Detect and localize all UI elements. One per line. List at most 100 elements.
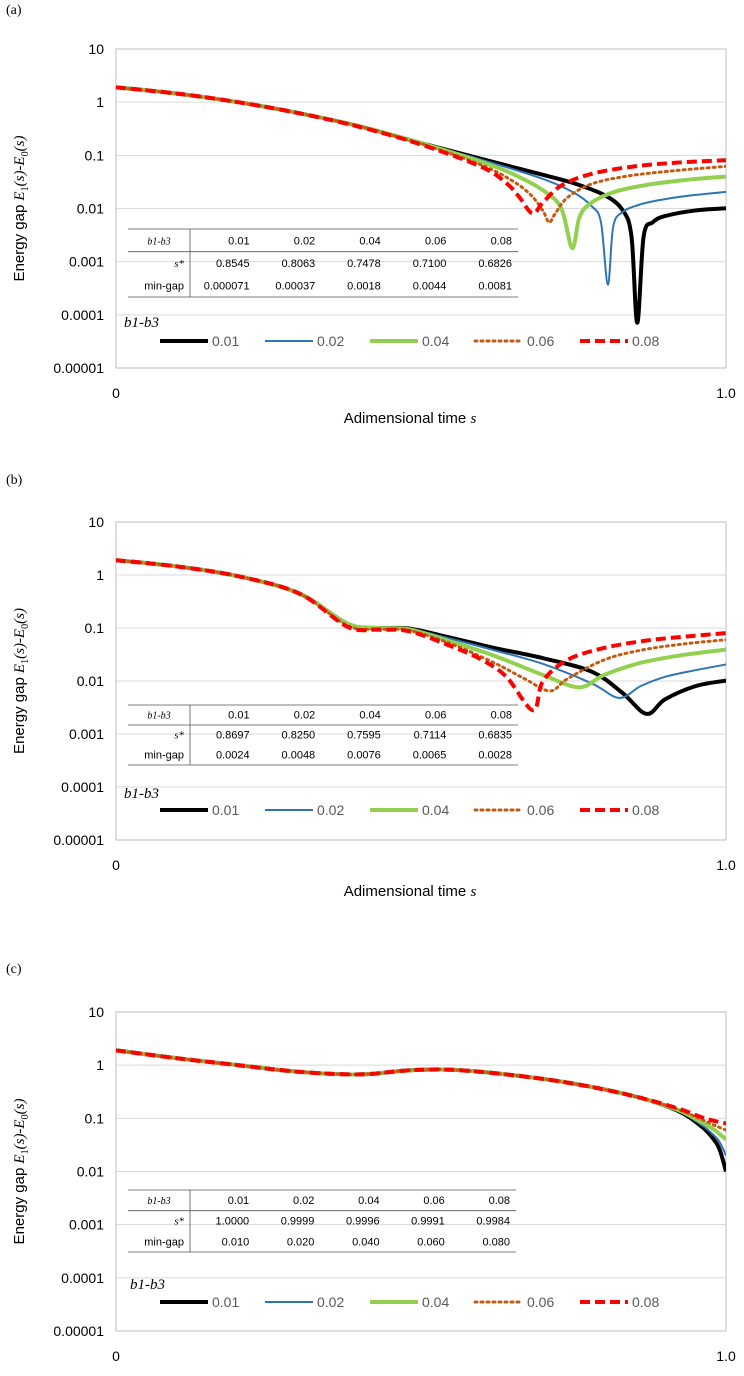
legend-label: 0.01 (212, 1294, 239, 1310)
x-tick-label: 0 (112, 385, 120, 401)
table-cell: 0.8545 (216, 258, 250, 270)
table-cell: 0.010 (222, 1236, 250, 1248)
table-cell: 0.060 (417, 1236, 445, 1248)
table-cell: 0.7100 (413, 258, 447, 270)
panel-label: (a) (6, 3, 22, 18)
y-axis-label: Energy gap E1(s)-E0(s) (11, 1099, 31, 1245)
table-cell: 0.0028 (478, 750, 512, 762)
table-cell: 0.9991 (411, 1216, 445, 1228)
table-cell: 0.0076 (347, 750, 381, 762)
chart-panel-3: (c)1010.10.010.0010.00010.0000101.0Adime… (6, 962, 736, 1364)
y-tick-label: 1 (96, 1057, 104, 1073)
legend-label: 0.01 (212, 333, 239, 349)
table-cell: 0.8250 (282, 730, 316, 742)
series-line-0.08 (116, 85, 726, 216)
legend-label: 0.02 (317, 333, 344, 349)
x-tick-label: 1.0 (716, 1348, 736, 1364)
x-tick-label: 1.0 (716, 385, 736, 401)
table-header-cell: 0.02 (294, 235, 315, 247)
table-header-cell: 0.02 (293, 1195, 314, 1207)
table-cell: 0.00037 (275, 281, 315, 293)
panel-label: (b) (6, 473, 23, 488)
legend-title: b1-b3 (130, 1277, 165, 1293)
table-cell: 0.0044 (413, 281, 447, 293)
table-cell: 0.7478 (347, 258, 381, 270)
data-table: b1-b3 0.01 0.02 0.04 0.06 0.08 s* 0.8545 0.8063 0… (128, 228, 518, 298)
legend-label: 0.02 (317, 1294, 344, 1310)
legend-label: 0.06 (527, 802, 554, 818)
table-cell: 0.080 (482, 1236, 510, 1248)
table-header-cell: 0.08 (491, 235, 512, 247)
series-group (116, 558, 726, 716)
legend-label: 0.08 (632, 1294, 659, 1310)
legend-label: 0.01 (212, 802, 239, 818)
table-cell: 0.0081 (478, 281, 512, 293)
table-cell: 0.9996 (346, 1216, 380, 1228)
series-line-0.08 (116, 1048, 726, 1126)
y-tick-label: 0.00001 (53, 360, 104, 376)
y-tick-label: 0.1 (85, 147, 105, 163)
series-line-0.06 (116, 558, 726, 693)
table-row-label: s* (174, 730, 184, 742)
legend: b1-b3 0.01 0.02 0.04 0.06 0.08 (130, 1277, 659, 1310)
table-cell: 0.040 (352, 1236, 380, 1248)
y-tick-label: 0.1 (85, 620, 105, 636)
table-row-label: min-gap (144, 750, 184, 762)
y-tick-label: 0.0001 (61, 779, 104, 795)
table-cell: 1.0000 (216, 1216, 250, 1228)
y-tick-label: 0.001 (69, 1217, 104, 1233)
y-tick-label: 0.001 (69, 726, 104, 742)
table-header-cell: 0.06 (425, 235, 446, 247)
table-cell: 0.020 (287, 1236, 315, 1248)
table-header-cell: 0.01 (228, 235, 249, 247)
legend-label: 0.06 (527, 1294, 554, 1310)
table-cell: 0.7114 (414, 730, 447, 742)
legend: b1-b3 0.01 0.02 0.04 0.06 0.08 (124, 786, 659, 818)
table-row-label: min-gap (144, 1236, 184, 1248)
table-cell: 0.0048 (282, 750, 316, 762)
x-axis-label: Adimensional time s (344, 883, 477, 900)
table-cell: 0.9984 (476, 1216, 510, 1228)
legend-label: 0.06 (527, 333, 554, 349)
legend: b1-b3 0.01 0.02 0.04 0.06 0.08 (124, 315, 659, 349)
legend-title: b1-b3 (124, 786, 159, 802)
table-row-label: s* (174, 1216, 184, 1228)
y-tick-label: 10 (88, 514, 104, 530)
table-header-cell: 0.04 (358, 1195, 379, 1207)
y-tick-label: 0.0001 (61, 1270, 104, 1286)
x-tick-label: 0 (112, 857, 120, 873)
table-header-cell: 0.04 (359, 710, 380, 722)
table-cell: 0.6826 (478, 258, 512, 270)
y-tick-label: 0.01 (77, 1164, 104, 1180)
legend-title: b1-b3 (124, 315, 159, 331)
series-line-0.04 (116, 558, 726, 690)
y-tick-label: 1 (96, 567, 104, 583)
series-line-0.02 (116, 1049, 726, 1156)
y-tick-label: 10 (88, 1004, 104, 1020)
table-header-cell: 0.08 (489, 1195, 510, 1207)
legend-label: 0.04 (422, 333, 449, 349)
panel-label: (c) (6, 962, 22, 977)
y-tick-label: 0.00001 (53, 832, 104, 848)
data-table: b1-b3 0.01 0.02 0.04 0.06 0.08 s* 1.0000 0.9999 0… (128, 1189, 516, 1253)
series-group (116, 85, 726, 325)
table-header-cell: 0.01 (228, 710, 249, 722)
data-table: b1-b3 0.01 0.02 0.04 0.06 0.08 s* 0.8697 0.8250 0… (128, 704, 518, 766)
x-tick-label: 0 (112, 1348, 120, 1364)
series-line-0.08 (116, 558, 726, 713)
table-header-cell: 0.06 (423, 1195, 444, 1207)
table-cell: 0.7595 (347, 730, 381, 742)
y-tick-label: 0.0001 (61, 307, 104, 323)
table-cell: 0.8697 (216, 730, 250, 742)
table-cell: 0.8063 (282, 258, 316, 270)
y-axis-label: Energy gap E1(s)-E0(s) (11, 136, 31, 282)
legend-label: 0.04 (422, 1294, 449, 1310)
table-cell: 0.0018 (347, 281, 381, 293)
table-header-cell: 0.01 (228, 1195, 249, 1207)
legend-label: 0.08 (632, 802, 659, 818)
chart-panel-2: (b) 10 1 0.1 0.01 0.001 0.0001 0.00001 0 1.0 Adime… (6, 473, 736, 900)
table-header-cell: 0.02 (294, 710, 315, 722)
legend-label: 0.04 (422, 802, 449, 818)
table-cell: 0.0024 (216, 750, 250, 762)
